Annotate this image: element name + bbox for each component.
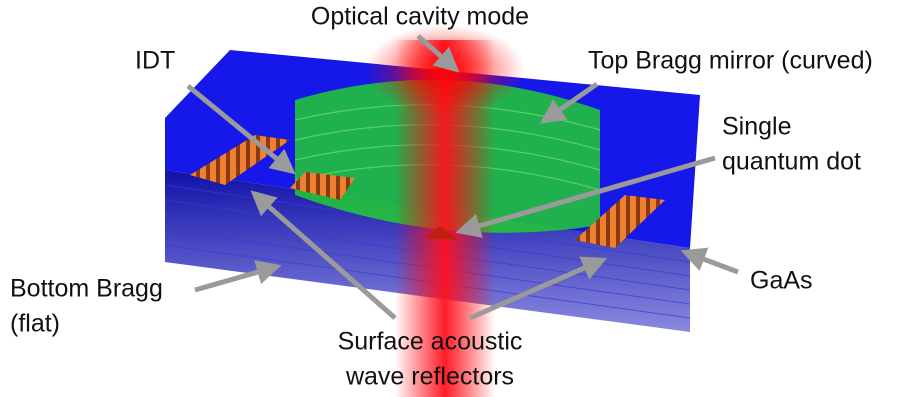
label: wave reflectors bbox=[345, 363, 514, 391]
label: IDT bbox=[135, 47, 175, 75]
diagram: Optical cavity mode IDT Top Bragg mirror… bbox=[0, 0, 909, 397]
label: quantum dot bbox=[722, 148, 861, 176]
mode-glow bbox=[365, 25, 525, 115]
label: Top Bragg mirror (curved) bbox=[588, 47, 873, 75]
label: Bottom Bragg bbox=[10, 275, 163, 303]
label: Surface acoustic bbox=[338, 328, 523, 356]
label: Optical cavity mode bbox=[311, 3, 529, 31]
label: (flat) bbox=[10, 310, 60, 338]
label: Single bbox=[722, 113, 792, 141]
label: GaAs bbox=[750, 267, 813, 295]
